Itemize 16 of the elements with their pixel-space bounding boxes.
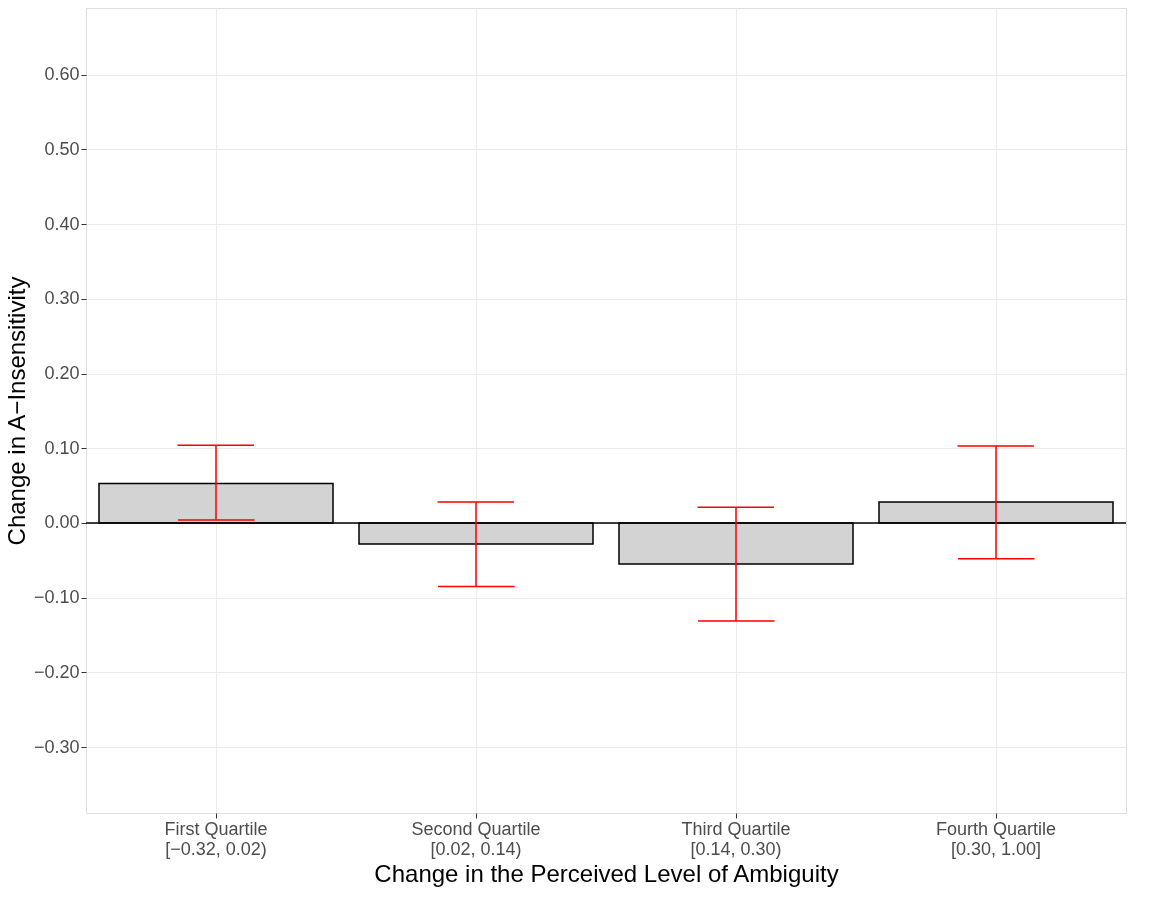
y-tick-label: 0.10 <box>44 437 80 458</box>
y-tick-label: 0.50 <box>44 138 80 159</box>
y-axis-title: Change in A−Insensitivity <box>2 276 30 546</box>
y-tick-label: −0.20 <box>33 661 80 682</box>
y-tick-label: −0.10 <box>33 587 80 608</box>
y-tick-label: 0.30 <box>44 288 80 309</box>
y-tick-label: −0.30 <box>33 736 80 757</box>
y-tick-label: 0.00 <box>44 512 80 533</box>
x-tick-label: Fourth Quartile [0.30, 1.00] <box>935 818 1057 859</box>
y-tick-label: 0.60 <box>44 64 80 85</box>
x-axis-title: Change in the Perceived Level of Ambiguity <box>374 859 839 887</box>
x-tick-label: Second Quartile [0.02, 0.14) <box>411 818 541 859</box>
x-tick-label: Third Quartile [0.14, 0.30) <box>681 818 791 859</box>
y-tick-label: 0.20 <box>44 363 80 383</box>
x-tick-label: First Quartile [−0.32, 0.02) <box>164 818 268 859</box>
y-tick-label: 0.40 <box>44 213 80 234</box>
